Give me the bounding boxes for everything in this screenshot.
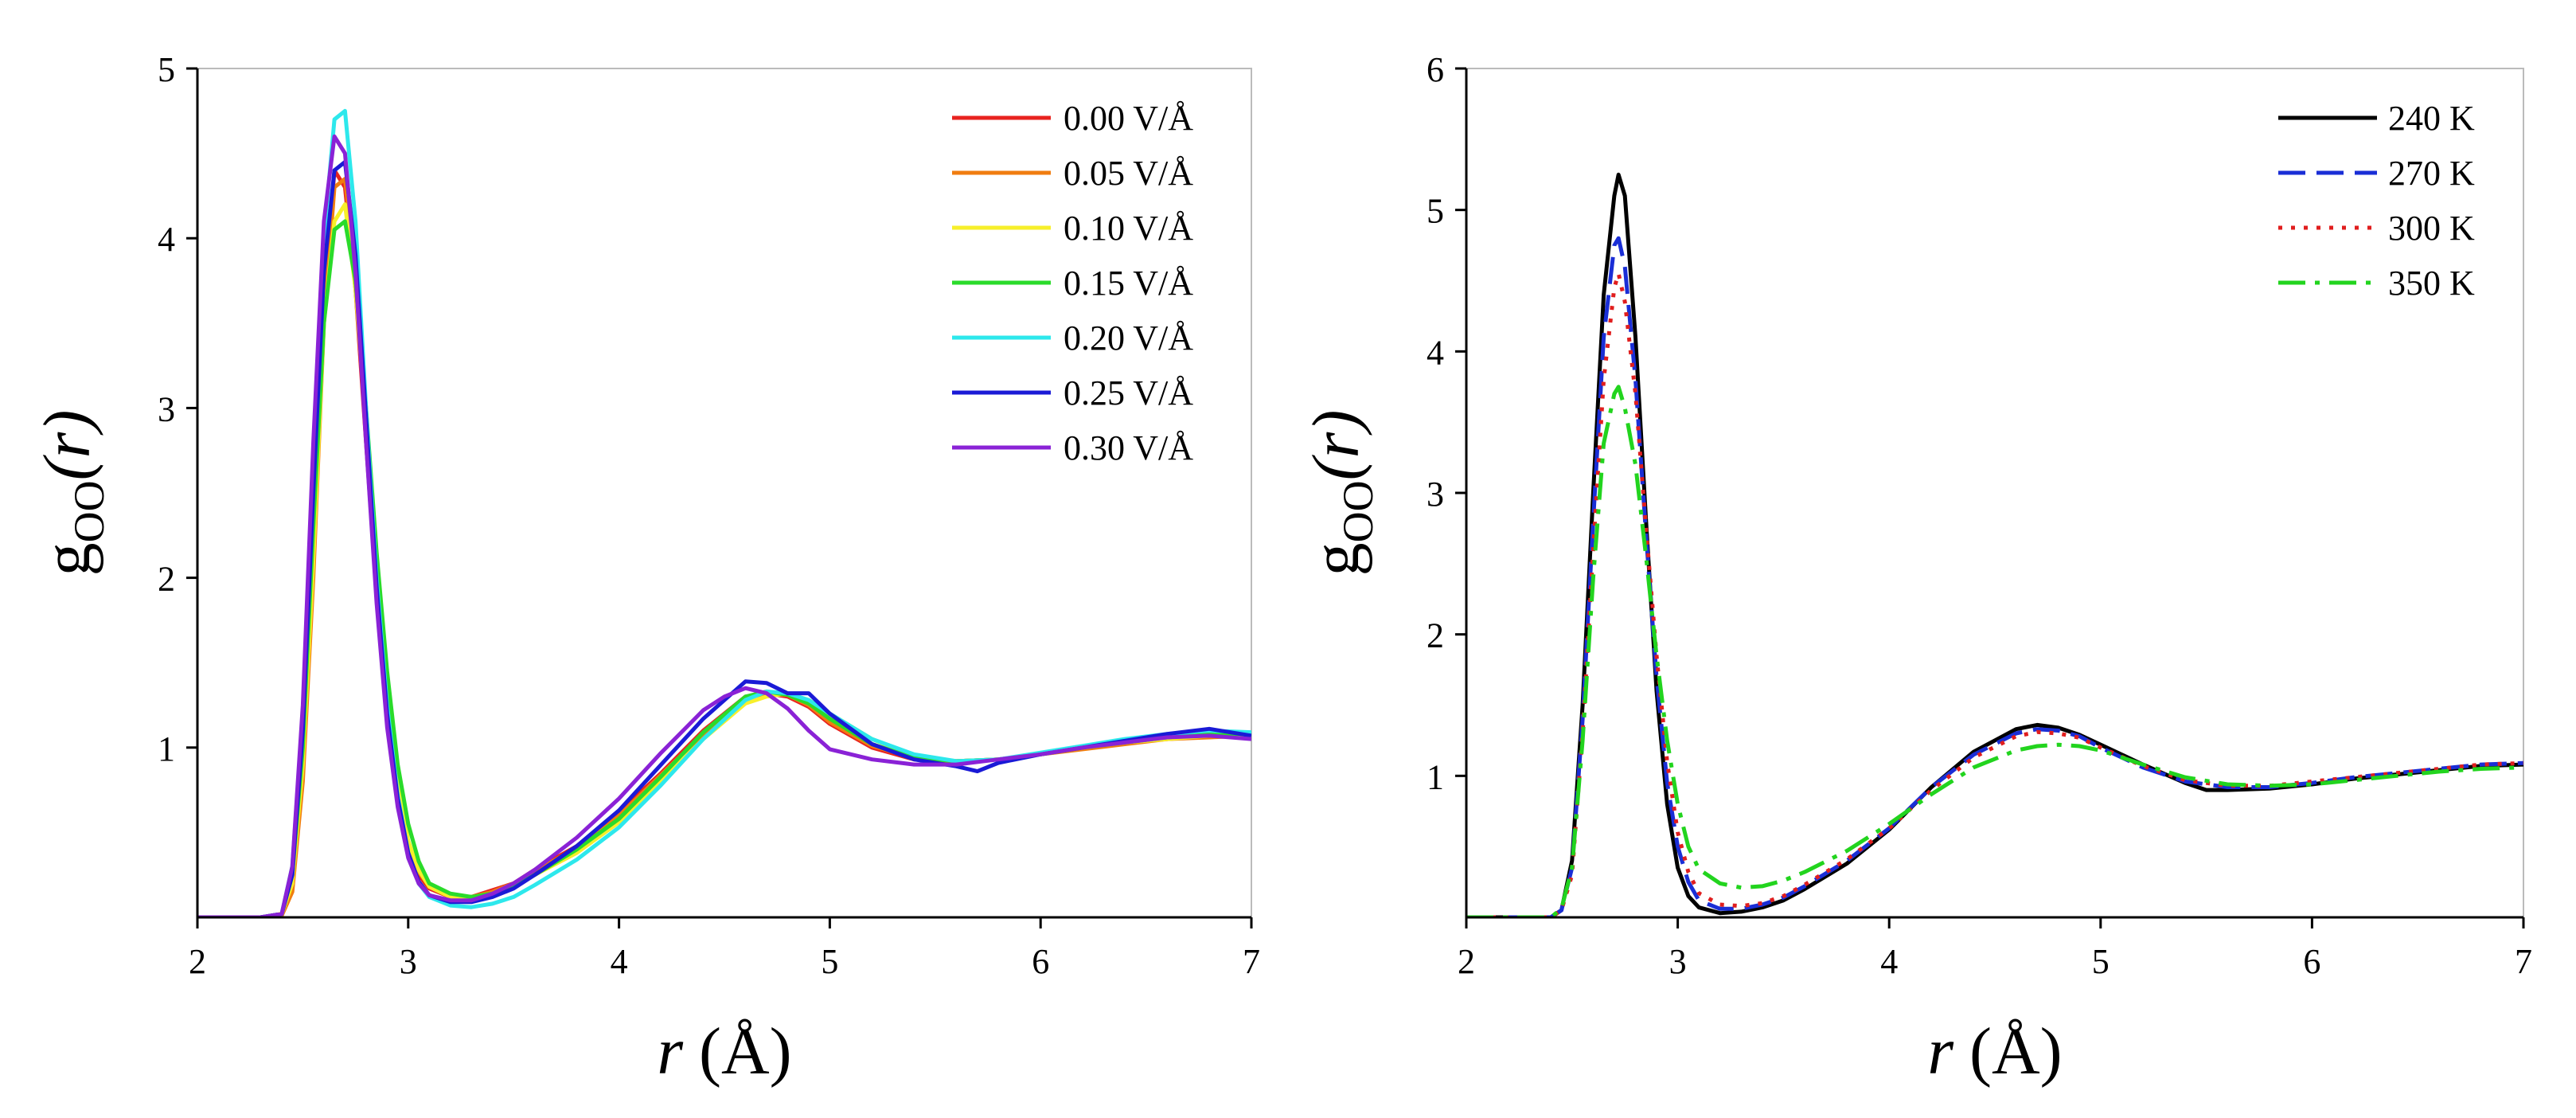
y-tick-label: 3	[1427, 475, 1444, 514]
y-tick-label: 4	[158, 220, 175, 259]
legend: 0.00 V/Å 0.05 V/Å 0.10 V/Å 0.15 V/Å 0.20 V/Å…	[952, 99, 1193, 467]
x-axis-title-unit: (Å)	[699, 1014, 792, 1089]
plot-frame	[197, 68, 1252, 918]
x-axis-title-unit: (Å)	[1969, 1014, 2063, 1089]
plot-area	[1466, 172, 2523, 917]
x-tick-label: 3	[1669, 942, 1687, 981]
x-axis-title-var: r	[1927, 1014, 1953, 1089]
legend-label: 0.30 V/Å	[1064, 428, 1193, 467]
y-tick-label: 5	[1427, 192, 1444, 231]
series-line-3	[1466, 385, 2523, 917]
x-tick-label: 7	[2515, 942, 2532, 981]
legend-label: 0.00 V/Å	[1064, 99, 1193, 138]
legend-label: 350 K	[2388, 264, 2475, 303]
y-tick-label: 2	[158, 560, 175, 599]
legend-label: 270 K	[2388, 154, 2475, 193]
y-axis-title-main: g	[30, 542, 104, 576]
x-tick-label: 5	[821, 942, 838, 981]
legend-label: 0.05 V/Å	[1064, 154, 1193, 193]
y-axis-title-main: g	[1299, 542, 1373, 576]
y-tick-label: 6	[1427, 50, 1444, 89]
series-line-2	[1466, 272, 2523, 917]
legend: 240 K 270 K 300 K 350 K	[2278, 99, 2475, 303]
chart-panel-field: 2 3 4 5 6 7 1 2 3 4 5 0.00 V/Å 0.05 V/Å 0.10 V/Å 0.15…	[30, 50, 1260, 1089]
y-axis-title: gOO(r)	[30, 410, 113, 577]
legend-label: 0.10 V/Å	[1064, 209, 1193, 248]
y-tick-label: 3	[158, 389, 175, 428]
axis-ticks: 2 3 4 5 6 7 1 2 3 4 5	[158, 50, 1260, 981]
y-axis-title-arg: (r)	[30, 410, 104, 481]
x-tick-label: 3	[400, 942, 417, 981]
x-tick-label: 4	[611, 942, 628, 981]
legend-label: 0.20 V/Å	[1064, 319, 1193, 358]
series-line-0	[1466, 172, 2523, 917]
y-tick-label: 5	[158, 50, 175, 89]
series-group	[1466, 172, 2523, 917]
legend-label: 300 K	[2388, 209, 2475, 248]
series-group	[197, 108, 1251, 917]
series-line-2	[197, 202, 1251, 917]
plot-area	[197, 108, 1251, 917]
x-tick-label: 4	[1880, 942, 1898, 981]
x-tick-label: 6	[1032, 942, 1049, 981]
x-axis-title-var: r	[657, 1014, 683, 1089]
x-tick-label: 2	[1458, 942, 1475, 981]
legend-label: 240 K	[2388, 99, 2475, 138]
y-tick-label: 4	[1427, 333, 1444, 372]
legend-label: 0.25 V/Å	[1064, 373, 1193, 412]
series-line-5	[197, 159, 1251, 917]
y-axis-title-sub: OO	[65, 480, 113, 542]
chart-panel-temperature: 2 3 4 5 6 7 1 2 3 4 5 6 240 K 270 K 300 K 350 K gOO(r)…	[1299, 50, 2532, 1089]
y-tick-label: 2	[1427, 616, 1444, 655]
legend-label: 0.15 V/Å	[1064, 264, 1193, 303]
y-axis-title: gOO(r)	[1299, 410, 1382, 577]
y-axis-title-arg: (r)	[1299, 410, 1373, 481]
y-tick-label: 1	[158, 729, 175, 768]
x-tick-label: 7	[1243, 942, 1260, 981]
y-axis-title-sub: OO	[1334, 480, 1382, 542]
x-tick-label: 2	[189, 942, 206, 981]
x-axis-title: r (Å)	[1927, 1014, 2062, 1089]
y-tick-label: 1	[1427, 757, 1444, 796]
series-line-6	[197, 134, 1251, 917]
x-axis-title: r (Å)	[657, 1014, 791, 1089]
axis-ticks: 2 3 4 5 6 7 1 2 3 4 5 6	[1427, 50, 2532, 981]
x-tick-label: 6	[2303, 942, 2320, 981]
x-tick-label: 5	[2092, 942, 2110, 981]
series-line-1	[1466, 236, 2523, 917]
